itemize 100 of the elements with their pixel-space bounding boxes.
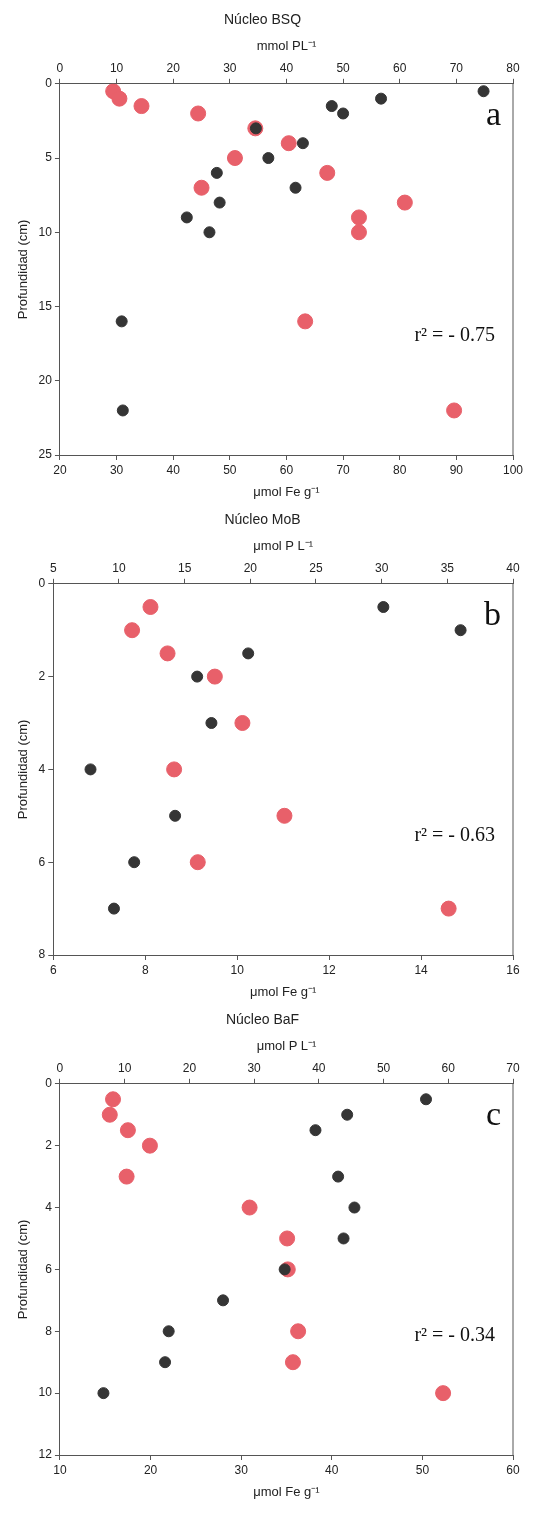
x2-tick-label: 10 — [117, 1060, 132, 1075]
point — [262, 152, 275, 165]
annotation: c — [485, 1094, 501, 1132]
x-tick-label: 30 — [109, 462, 124, 477]
point — [217, 1294, 230, 1307]
y-tick-label: 8 — [38, 947, 46, 962]
y-tick-label: 2 — [38, 668, 46, 683]
y-tick-label: 0 — [45, 1076, 53, 1091]
point — [169, 809, 182, 822]
annotation: b — [484, 594, 501, 632]
point — [191, 670, 204, 683]
chart-title: Núcleo BaF — [225, 1011, 300, 1028]
y-tick-label: 4 — [45, 1199, 53, 1214]
x2-tick-label: 50 — [336, 60, 351, 75]
annotation: r² = - 0.75 — [414, 323, 495, 346]
x2-tick-label: 50 — [376, 1060, 391, 1075]
chart-title: Núcleo MoB — [224, 511, 301, 528]
x2-tick-label: 10 — [112, 560, 126, 575]
x2-tick-label: 15 — [177, 560, 192, 575]
x-tick-label: 16 — [506, 962, 520, 977]
y-tick-label: 6 — [38, 854, 46, 869]
annotation: r² = - 0.34 — [414, 1323, 495, 1346]
point — [116, 404, 129, 417]
point — [325, 100, 338, 113]
point — [162, 1325, 175, 1338]
point — [115, 315, 128, 328]
point — [477, 85, 490, 98]
x2-axis-title: μmol P L⁻¹ — [253, 538, 314, 554]
point — [205, 717, 218, 729]
x-tick-label: 80 — [393, 462, 407, 477]
x2-tick-label: 80 — [506, 60, 520, 75]
x-tick-label: 30 — [234, 1462, 249, 1477]
y-tick-label: 0 — [38, 576, 46, 591]
x2-tick-label: 30 — [223, 60, 237, 75]
point — [296, 137, 309, 150]
point — [375, 92, 388, 105]
x-tick-label: 70 — [336, 462, 351, 477]
x2-tick-label: 0 — [56, 60, 64, 75]
x2-tick-label: 60 — [393, 60, 407, 75]
x2-tick-label: 30 — [247, 1060, 262, 1075]
y-tick-label: 12 — [38, 1447, 53, 1462]
point — [210, 166, 223, 179]
y-tick-label: 5 — [45, 150, 53, 165]
y-tick-label: 10 — [38, 1385, 53, 1400]
x2-tick-label: 70 — [449, 60, 464, 75]
x2-tick-label: 35 — [440, 560, 455, 575]
y-tick-label: 15 — [38, 298, 53, 313]
x2-axis-title: mmol PL⁻¹ — [256, 38, 317, 54]
x-tick-label: 8 — [141, 962, 149, 977]
x-tick-label: 20 — [143, 1462, 158, 1477]
x2-axis-title: μmol P L⁻¹ — [256, 1038, 317, 1054]
y-tick-label: 0 — [45, 76, 53, 91]
x2-tick-label: 40 — [506, 560, 520, 575]
y-axis-title: Profundidad (cm) — [15, 719, 31, 820]
x-axis-title: μmol Fe g⁻¹ — [253, 1483, 321, 1499]
x-tick-label: 90 — [449, 462, 464, 477]
point — [97, 1387, 110, 1400]
x-tick-label: 10 — [230, 962, 245, 977]
y-tick-label: 2 — [45, 1137, 53, 1152]
y-tick-label: 8 — [45, 1323, 53, 1338]
point — [213, 196, 226, 209]
annotation: r² = - 0.63 — [414, 823, 495, 846]
x2-tick-label: 70 — [506, 1060, 520, 1075]
x2-tick-label: 40 — [279, 60, 294, 75]
x-tick-label: 50 — [223, 462, 237, 477]
x2-tick-label: 30 — [374, 560, 389, 575]
x-tick-label: 60 — [279, 462, 294, 477]
point — [341, 1108, 354, 1121]
point — [309, 1124, 322, 1137]
point — [84, 763, 97, 776]
point — [454, 624, 467, 637]
y-tick-label: 4 — [38, 761, 46, 776]
x-tick-label: 14 — [414, 962, 429, 977]
x-axis-title: μmol Fe g⁻¹ — [253, 483, 321, 499]
y-tick-label: 10 — [38, 224, 53, 239]
x2-tick-label: 20 — [243, 560, 258, 575]
y-tick-label: 25 — [38, 447, 53, 462]
y-tick-label: 6 — [45, 1261, 53, 1276]
y-tick-label: 20 — [38, 373, 53, 388]
point — [289, 181, 302, 194]
chart-title: Núcleo BSQ — [223, 11, 302, 28]
x-tick-label: 100 — [502, 462, 524, 477]
x-tick-label: 12 — [322, 962, 337, 977]
x2-tick-label: 10 — [109, 60, 124, 75]
x-tick-label: 50 — [415, 1462, 430, 1477]
x-tick-label: 60 — [506, 1462, 520, 1477]
y-axis-title: Profundidad (cm) — [15, 1219, 31, 1320]
point — [348, 1201, 361, 1214]
point — [278, 1263, 291, 1276]
point — [377, 601, 390, 613]
x2-tick-label: 20 — [166, 60, 181, 75]
x-tick-label: 40 — [325, 1462, 339, 1477]
x-tick-label: 40 — [166, 462, 181, 477]
point — [180, 211, 193, 224]
point — [203, 226, 216, 239]
point — [107, 902, 120, 915]
point — [242, 647, 255, 660]
x2-tick-label: 40 — [312, 1060, 326, 1075]
x-axis-title: μmol Fe g⁻¹ — [249, 983, 317, 999]
point — [337, 1232, 350, 1245]
